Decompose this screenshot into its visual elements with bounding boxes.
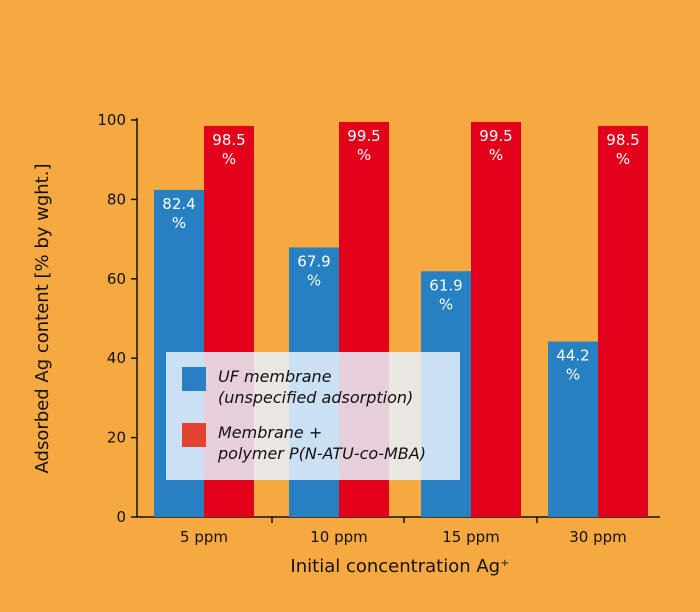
y-tick-label: 60	[107, 270, 126, 288]
data-label: 61.9%	[429, 276, 462, 313]
data-label: 67.9%	[297, 252, 330, 289]
y-axis: 0 20 40 60 80 100	[97, 111, 138, 526]
bar-membrane-polymer	[598, 125, 648, 517]
y-tick-label: 20	[107, 429, 126, 447]
x-tick-label: 30 ppm	[569, 528, 627, 546]
y-tick-label: 40	[107, 349, 126, 367]
data-label: 98.5%	[212, 131, 245, 168]
x-axis: 5 ppm 10 ppm 15 ppm 30 ppm	[137, 516, 660, 546]
data-label: 99.5%	[479, 127, 512, 164]
x-tick-label: 5 ppm	[180, 528, 228, 546]
y-tick-label: 80	[107, 190, 126, 208]
data-label: 44.2%	[556, 347, 589, 384]
y-axis-title: Adsorbed Ag content [% by wght.]	[32, 164, 53, 474]
data-label: 98.5%	[606, 131, 639, 168]
x-tick-label: 10 ppm	[310, 528, 368, 546]
bar-uf-membrane	[548, 341, 598, 517]
x-axis-title: Initial concentration Ag⁺	[290, 556, 509, 577]
legend: UF membrane (unspecified adsorption) Mem…	[166, 352, 460, 480]
bar-membrane-polymer	[471, 121, 521, 518]
data-labels: 82.4 % 67.9% 61.9 % 44.2 % 98.5 % 99.5 % 99.5 % 98.5%	[162, 127, 639, 384]
legend-item-uf-membrane: UF membrane (unspecified adsorption)	[182, 366, 413, 408]
x-tick-label: 15 ppm	[442, 528, 500, 546]
y-tick-label: 100	[97, 111, 126, 129]
data-label: 99.5%	[347, 127, 380, 164]
legend-label-membrane-polymer: Membrane + polymer P(N-ATU-co-MBA)	[218, 423, 426, 463]
legend-swatch-uf-membrane	[182, 367, 206, 391]
legend-label-uf-membrane: UF membrane (unspecified adsorption)	[218, 367, 414, 407]
legend-swatch-membrane-polymer	[182, 423, 206, 447]
y-tick-label: 0	[116, 508, 126, 526]
legend-item-membrane-polymer: Membrane + polymer P(N-ATU-co-MBA)	[182, 422, 426, 464]
data-label: 82.4%	[162, 195, 195, 232]
